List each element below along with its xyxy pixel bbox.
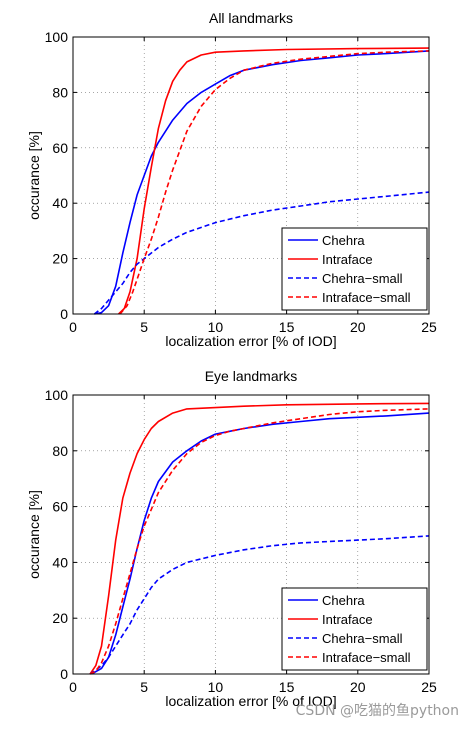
legend-label-2: Intraface [322, 252, 373, 267]
x-tick-label: 5 [140, 319, 148, 335]
series-line-4 [89, 408, 430, 675]
legend-label-2: Intraface [322, 612, 373, 627]
chart-title: All landmarks [209, 10, 293, 26]
x-tick-label: 20 [350, 319, 366, 335]
legend: Chehra Intraface Chehra−small Intraface−sma… [281, 227, 428, 311]
y-axis-label: occurance [%] [26, 490, 42, 579]
y-tick-label: 0 [60, 306, 68, 322]
x-axis-label: localization error [% of IOD] [165, 693, 336, 709]
series-line-1 [94, 50, 430, 315]
y-tick-label: 40 [52, 554, 68, 570]
plot-frame [72, 394, 430, 675]
x-tick-label: 20 [350, 679, 366, 695]
legend: Chehra Intraface Chehra−small Intraface−sma… [281, 587, 428, 671]
legend-label-4: Intraface−small [322, 650, 411, 665]
legend-label-3: Chehra−small [322, 271, 403, 286]
series-line-4 [119, 50, 430, 315]
x-axis-label: localization error [% of IOD] [165, 333, 336, 349]
x-tick-label: 15 [279, 679, 295, 695]
y-tick-label: 80 [52, 84, 68, 100]
x-tick-label: 25 [421, 319, 437, 335]
watermark: CSDN @吃猫的鱼python [295, 703, 459, 719]
legend-label-1: Chehra [322, 233, 365, 248]
y-tick-label: 60 [52, 499, 68, 515]
all-landmarks-chart: 0 5 10 15 20 25 0 20 40 60 80 100 All landmarks local… [26, 10, 437, 349]
y-tick-label: 0 [60, 666, 68, 682]
y-tick-label: 60 [52, 140, 68, 156]
eye-landmarks-chart: 0 5 10 15 20 25 0 20 40 60 80 100 Eye landmarks local… [26, 368, 437, 709]
series-line-2 [89, 402, 430, 675]
y-tick-label: 20 [52, 251, 68, 267]
x-tick-label: 15 [279, 319, 295, 335]
y-axis-label: occurance [%] [26, 131, 42, 220]
y-tick-label: 40 [52, 195, 68, 211]
legend-label-4: Intraface−small [322, 290, 411, 305]
series-line-1 [91, 412, 430, 675]
y-tick-label: 80 [52, 443, 68, 459]
x-tick-label: 5 [140, 679, 148, 695]
legend-label-3: Chehra−small [322, 631, 403, 646]
plot-frame [72, 36, 430, 315]
y-tick-label: 100 [45, 29, 69, 45]
x-tick-label: 25 [421, 679, 437, 695]
y-tick-label: 100 [45, 387, 69, 403]
x-tick-label: 0 [69, 679, 77, 695]
x-tick-label: 0 [69, 319, 77, 335]
x-tick-label: 10 [208, 319, 224, 335]
x-tick-label: 10 [208, 679, 224, 695]
y-tick-label: 20 [52, 610, 68, 626]
series-line-2 [118, 47, 430, 315]
legend-label-1: Chehra [322, 593, 365, 608]
chart-title: Eye landmarks [205, 368, 298, 384]
